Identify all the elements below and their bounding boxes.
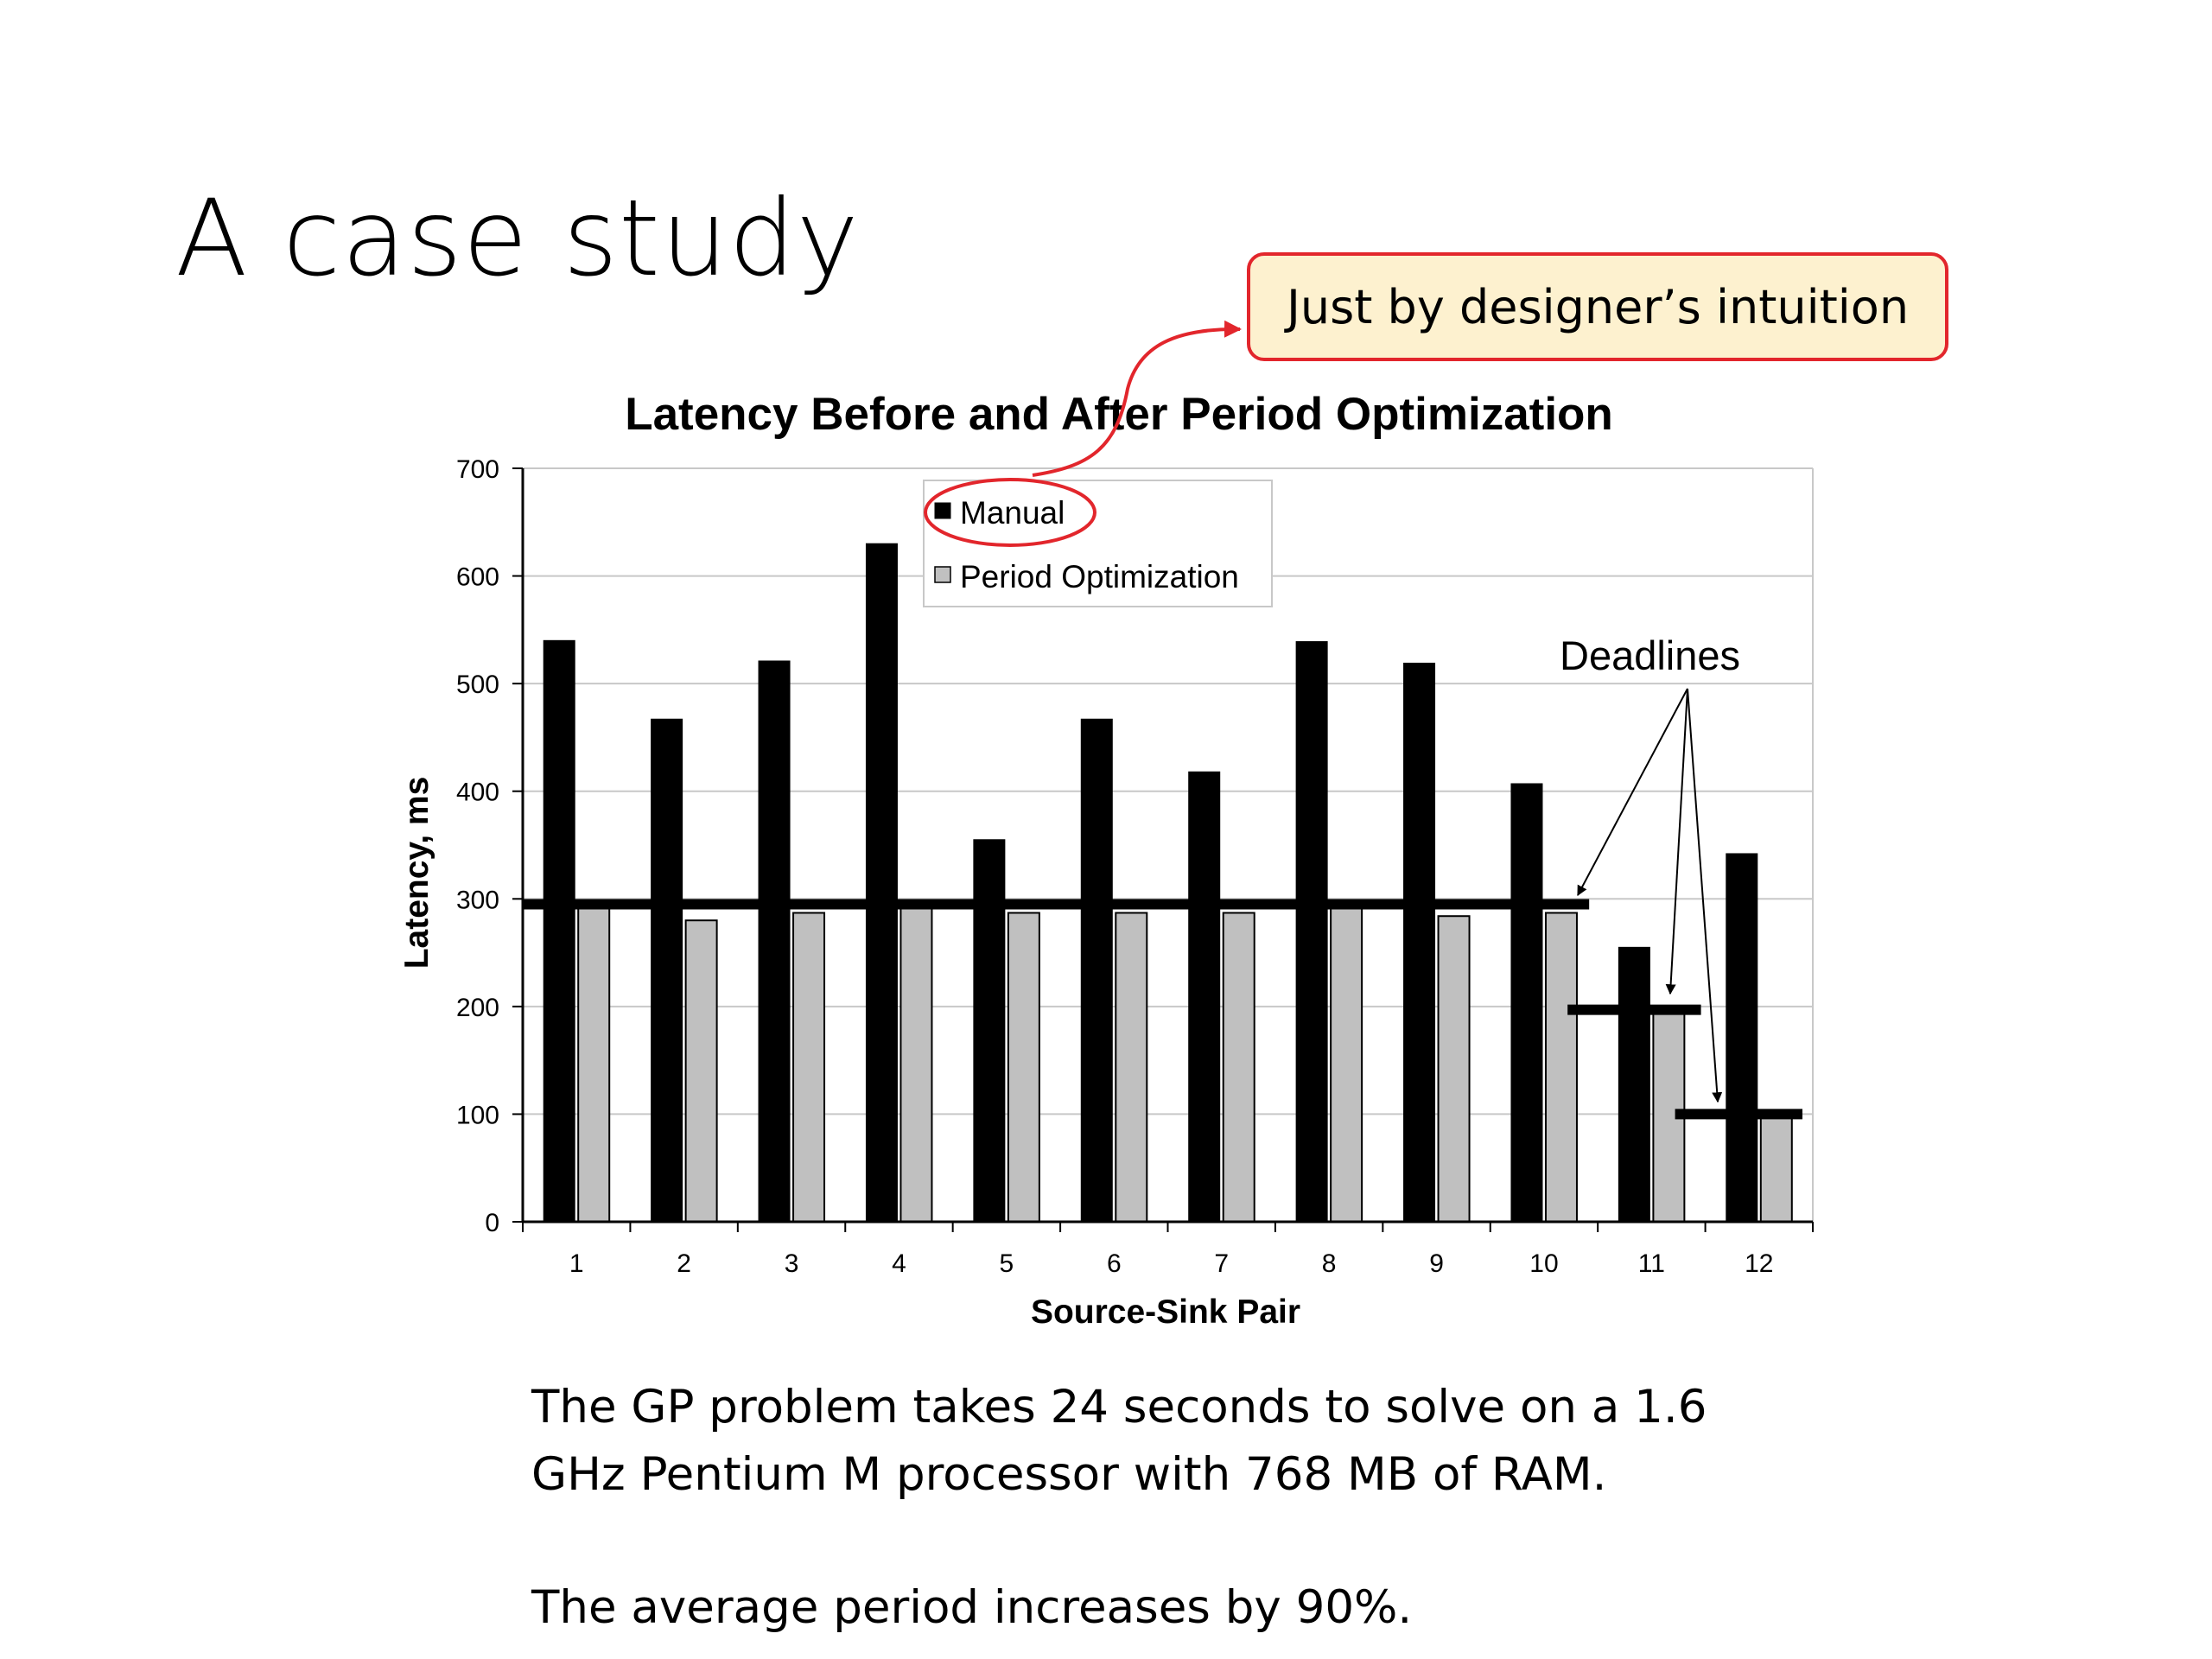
bar-manual-3 — [758, 660, 791, 1223]
body-text-line-3: The average period increases by 90%. — [531, 1581, 1413, 1634]
x-tick-label: 12 — [1745, 1249, 1773, 1278]
chart-title: Latency Before and After Period Optimiza… — [625, 389, 1613, 440]
deadlines-annotation: Deadlines — [1560, 632, 1740, 678]
bar-manual-8 — [1295, 641, 1328, 1223]
legend-swatch-manual — [934, 502, 951, 519]
y-tick-label: 300 — [456, 886, 499, 914]
y-tick-label: 200 — [456, 994, 499, 1022]
x-tick-label: 8 — [1322, 1249, 1337, 1278]
bar-period-optimization-10 — [1544, 912, 1578, 1223]
bar-manual-11 — [1618, 946, 1650, 1223]
body-text-line-1: The GP problem takes 24 seconds to solve… — [531, 1381, 1707, 1433]
x-tick-label: 7 — [1214, 1249, 1229, 1278]
bar-period-optimization-2 — [684, 919, 718, 1223]
slide-title: A case study — [175, 177, 860, 300]
deadline-arrow-2 — [1665, 688, 1688, 995]
bar-manual-10 — [1510, 783, 1543, 1223]
y-tick-label: 100 — [456, 1101, 499, 1129]
legend-swatch-period-optimization — [934, 566, 951, 583]
bar-manual-4 — [865, 543, 898, 1223]
legend-label-manual: Manual — [960, 495, 1065, 531]
callout-arrow — [1032, 320, 1242, 477]
bar-manual-2 — [651, 718, 683, 1223]
x-tick-label: 3 — [785, 1249, 799, 1278]
bar-manual-5 — [973, 839, 1006, 1223]
callout-text: Just by designer’s intuition — [1286, 279, 1910, 334]
body-text-line-2: GHz Pentium M processor with 768 MB of R… — [531, 1448, 1607, 1501]
chart-grid — [523, 467, 1814, 1222]
x-tick-label: 2 — [677, 1249, 691, 1278]
bar-manual-12 — [1726, 853, 1758, 1223]
intuition-callout: Just by designer’s intuition — [1247, 252, 1948, 361]
y-tick-label: 600 — [456, 563, 499, 592]
x-tick-label: 10 — [1529, 1249, 1558, 1278]
manual-highlight-circle — [924, 478, 1096, 547]
deadline-lines — [523, 899, 1802, 1120]
bar-manual-7 — [1188, 771, 1221, 1223]
x-tick-label: 11 — [1638, 1249, 1665, 1278]
bar-period-optimization-4 — [899, 907, 933, 1224]
chart-bars — [543, 543, 1793, 1224]
bar-period-optimization-9 — [1437, 915, 1471, 1224]
y-axis-label: Latency, ms — [398, 777, 435, 969]
y-tick-label: 700 — [456, 455, 499, 484]
bar-period-optimization-12 — [1759, 1114, 1793, 1224]
y-tick-label: 500 — [456, 671, 499, 699]
bar-manual-9 — [1403, 662, 1436, 1223]
x-tick-label: 6 — [1107, 1249, 1122, 1278]
bar-manual-6 — [1080, 718, 1113, 1223]
x-axis-label: Source-Sink Pair — [1031, 1294, 1300, 1331]
bar-period-optimization-6 — [1115, 912, 1148, 1223]
bar-manual-1 — [543, 639, 575, 1223]
bar-period-optimization-3 — [792, 912, 826, 1223]
x-tick-label: 1 — [569, 1249, 584, 1278]
y-tick-label: 400 — [456, 779, 499, 807]
bar-period-optimization-7 — [1222, 912, 1255, 1223]
deadline-arrow-3 — [1687, 688, 1723, 1103]
x-tick-label: 5 — [1000, 1249, 1014, 1278]
bar-period-optimization-5 — [1007, 912, 1040, 1223]
bar-period-optimization-1 — [577, 906, 611, 1224]
bar-period-optimization-8 — [1330, 907, 1363, 1224]
deadline-arrow-1 — [1577, 688, 1688, 897]
legend-label-period-optimization: Period Optimization — [960, 559, 1239, 594]
y-tick-label: 0 — [485, 1209, 499, 1237]
x-tick-label: 9 — [1429, 1249, 1444, 1278]
x-tick-label: 4 — [892, 1249, 906, 1278]
